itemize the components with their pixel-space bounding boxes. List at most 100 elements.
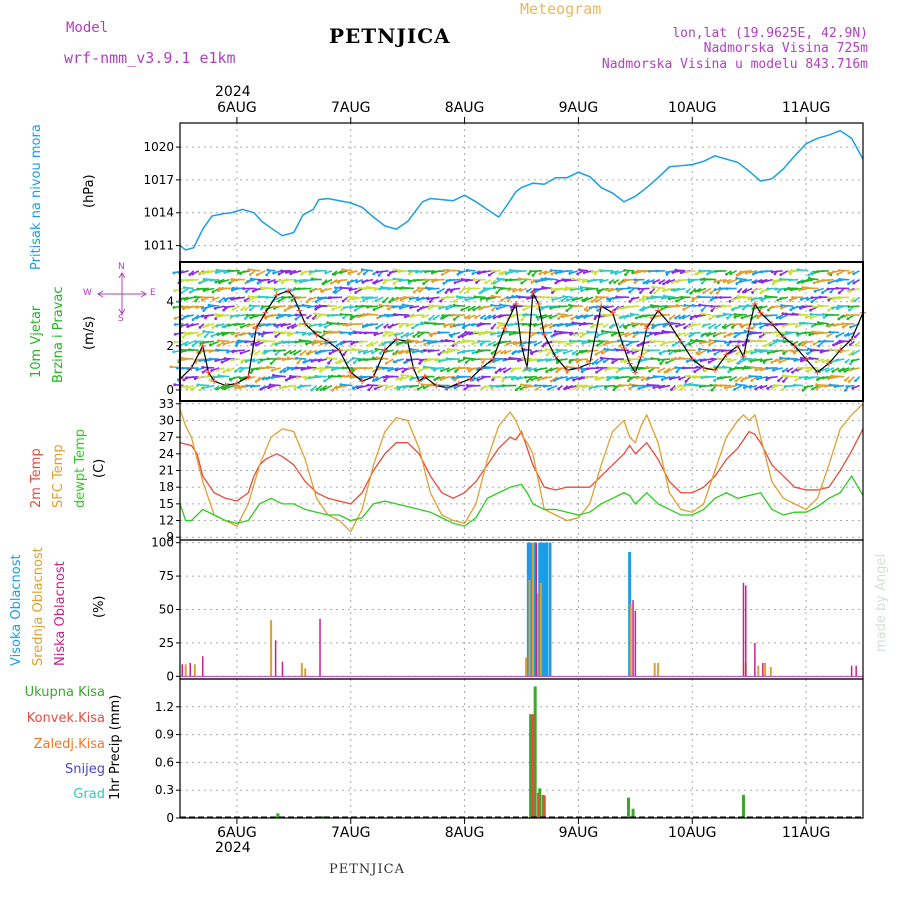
wind-arrow-head: [540, 277, 544, 281]
wind-arrow-head: [722, 280, 726, 284]
wind-arrow-head: [477, 271, 481, 275]
wind-arrow-head: [556, 279, 560, 283]
wind-arrow-head: [692, 376, 696, 379]
wind-arrow-head: [671, 271, 675, 274]
wind-arrow: [420, 305, 430, 310]
wind-arrow-head: [678, 356, 682, 360]
wind-arrow-head: [595, 300, 598, 303]
wind-arrow-head: [319, 289, 323, 293]
model-label: Model: [66, 20, 109, 36]
wind-arrow-head: [606, 375, 610, 379]
wind-arrow-head: [838, 269, 841, 272]
wind-arrow-head: [533, 343, 537, 347]
wind-arrow-head: [673, 356, 677, 360]
wind-arrow-head: [714, 296, 718, 299]
wind-arrow-head: [491, 376, 495, 379]
wind-arrow-head: [210, 369, 214, 372]
wind-arrow-head: [844, 334, 847, 337]
wind-arrow-head: [618, 344, 622, 348]
wind-arrow-head: [328, 330, 332, 334]
wind-arrow-head: [838, 296, 841, 299]
wind-arrow-head: [173, 332, 177, 336]
wind-arrow-head: [408, 269, 411, 273]
wind-arrow-head: [700, 312, 704, 316]
wind-arrow-head: [422, 386, 426, 390]
wind-arrow-head: [242, 287, 246, 291]
wind-arrow-head: [299, 353, 303, 356]
wind-arrow-head: [453, 281, 457, 285]
wind-arrow-head: [813, 270, 817, 274]
wind-arrow-head: [595, 361, 599, 365]
wind-arrow-head: [590, 325, 594, 329]
wind-arrow-head: [336, 322, 340, 326]
wind-arrow-head: [520, 318, 524, 322]
wind-arrow: [411, 314, 425, 317]
wind-arrow-head: [477, 348, 481, 352]
wind-arrow-head: [596, 308, 600, 312]
wind-arrow-head: [288, 295, 291, 299]
wind-arrow-head: [441, 351, 445, 355]
wind-arrow-head: [506, 323, 510, 327]
wind-arrow-head: [827, 281, 831, 285]
wind-arrow: [506, 340, 517, 346]
wind-arrow-head: [312, 288, 315, 292]
wind-arrow-head: [627, 379, 630, 383]
wind-arrow-head: [716, 315, 720, 318]
total-rain-bar: [276, 813, 280, 818]
wind-arrow-head: [735, 383, 738, 386]
wind-arrow-head: [845, 385, 849, 388]
wind-arrow-head: [808, 356, 812, 360]
wind-arrow-head: [209, 270, 213, 273]
wind-arrow-head: [660, 296, 664, 300]
wind-arrow: [616, 287, 630, 290]
wind-arrow: [602, 330, 614, 334]
wind-arrow-head: [472, 330, 476, 334]
wind-arrow-head: [738, 361, 741, 365]
wind-arrow-head: [525, 380, 529, 383]
wind-arrow-head: [457, 335, 461, 339]
wind-arrow-head: [218, 281, 221, 285]
wind-arrow-head: [318, 313, 322, 317]
wind-arrow-head: [228, 377, 232, 381]
wind-arrow-head: [296, 376, 299, 380]
wind-arrow-head: [504, 272, 508, 275]
wind-arrow-head: [417, 331, 421, 334]
wind-arrow-head: [549, 269, 553, 272]
wind-arrow-head: [398, 325, 402, 329]
wind-arrow-head: [665, 281, 669, 284]
wind-arrow-head: [498, 303, 502, 307]
wind-arrow-head: [227, 269, 231, 273]
wind-arrow-head: [784, 312, 788, 316]
wind-arrow-head: [375, 356, 379, 360]
wind-arrow-head: [635, 376, 639, 380]
wind-arrow-head: [554, 288, 557, 292]
wind-arrow-head: [764, 294, 768, 298]
wind-arrow-head: [777, 379, 780, 383]
wind-arrow: [203, 287, 215, 292]
wind-arrow-head: [674, 341, 678, 345]
y-tick-label: 0: [166, 811, 174, 825]
wind-arrow-head: [489, 384, 493, 388]
wind-arrow-head: [479, 297, 483, 301]
wind-arrow-head: [729, 272, 733, 275]
wind-arrow-head: [662, 282, 665, 286]
wind-arrow-head: [685, 290, 689, 294]
wind-arrow-head: [543, 342, 546, 346]
wind-arrow-head: [637, 367, 641, 371]
wind-arrow-head: [710, 309, 714, 313]
wind-arrow-head: [710, 357, 714, 361]
wind-arrow-head: [399, 378, 403, 381]
wind-arrow-head: [702, 277, 706, 281]
wind-arrow-head: [318, 297, 322, 301]
wind-arrow-head: [759, 350, 763, 354]
wind-arrow: [779, 358, 789, 363]
compass-north-label: N: [118, 262, 125, 272]
wind-arrow-head: [748, 374, 752, 378]
wind-arrow-head: [213, 306, 217, 310]
wind-arrow-head: [723, 386, 727, 390]
wind-arrow-head: [501, 379, 505, 383]
wind-arrow: [362, 268, 374, 272]
wind-arrow-head: [626, 305, 630, 309]
wind-arrow-head: [821, 376, 825, 380]
wind-arrow: [307, 349, 317, 355]
